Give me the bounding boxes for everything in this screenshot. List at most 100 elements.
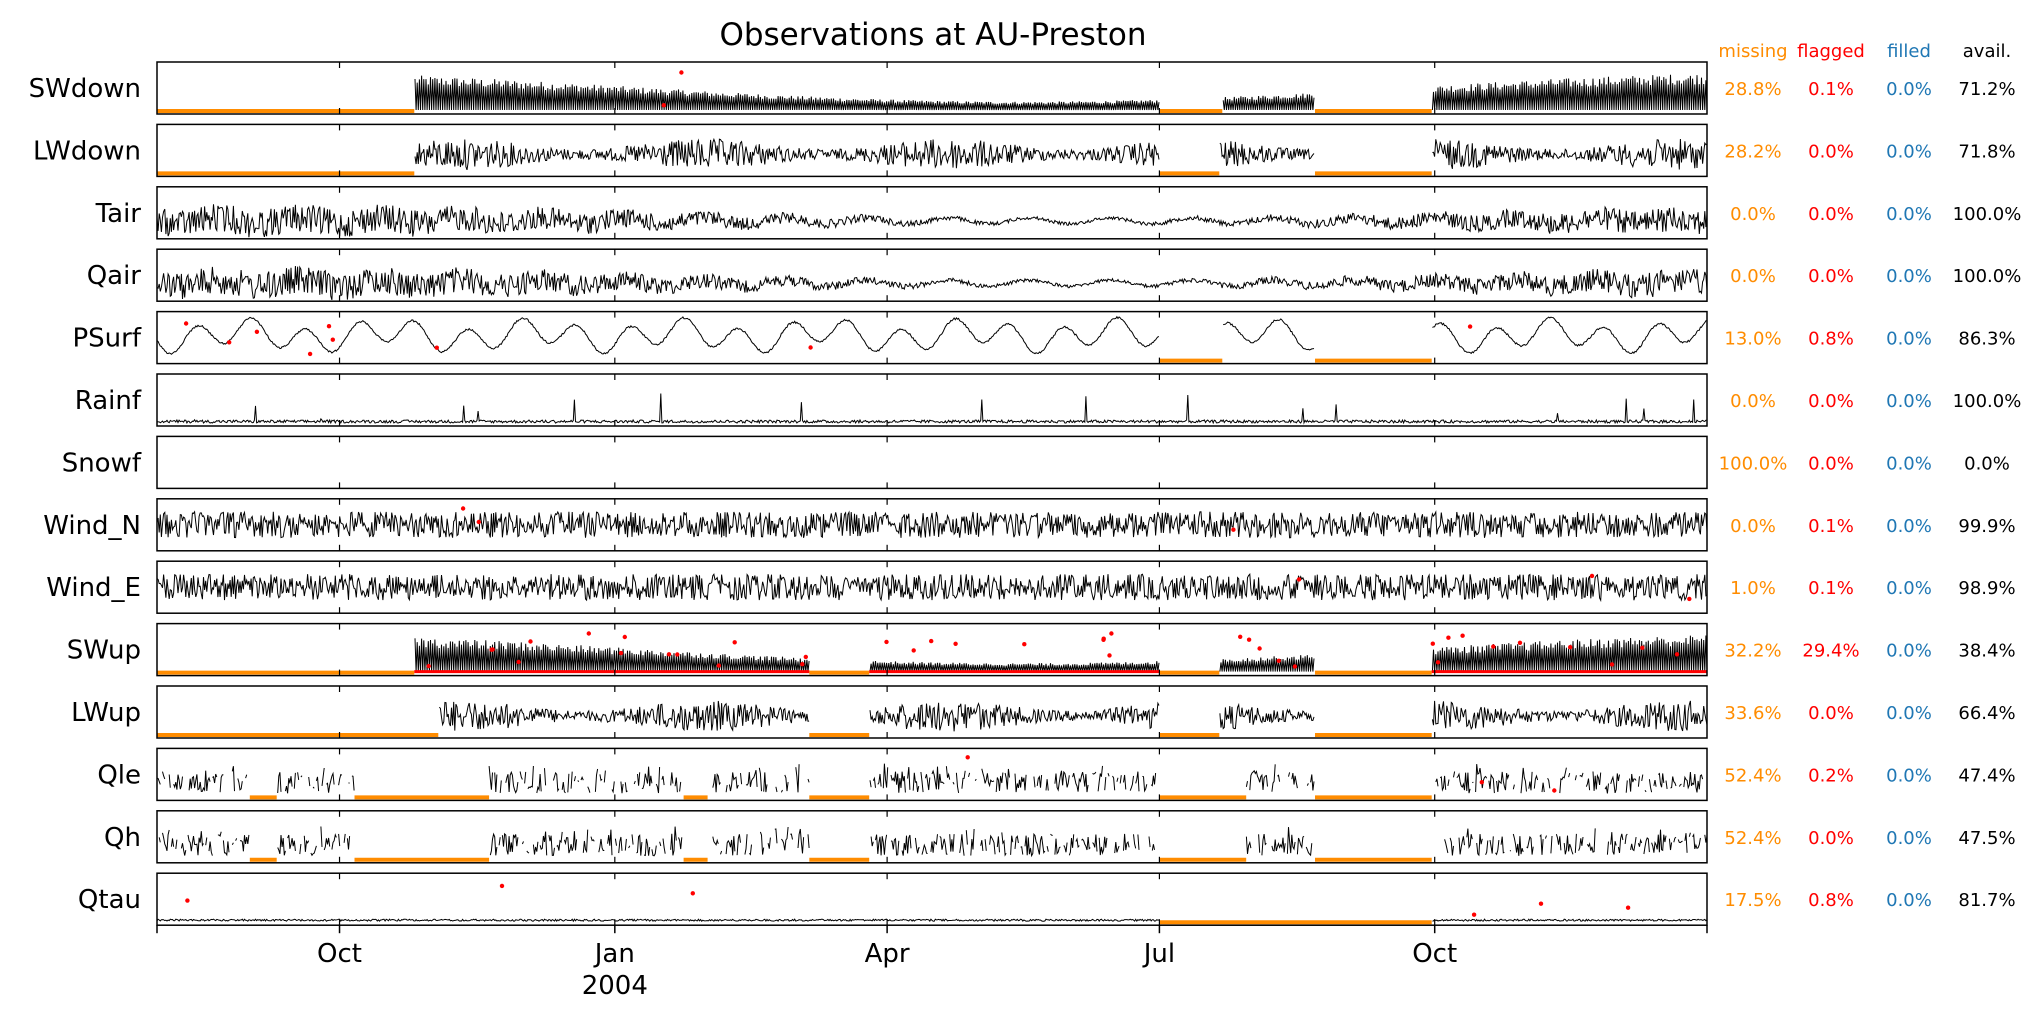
series-label-swup: SWup (67, 636, 141, 666)
stat-avail-swdown: 71.2% (1958, 79, 2015, 100)
panel-frame-lwup (156, 685, 1708, 739)
stat-avail-wind-e: 98.9% (1958, 578, 2015, 599)
flagged-point-swup (622, 634, 627, 640)
series-label-lwup: LWup (71, 698, 141, 728)
stat-filled-qle: 0.0% (1886, 765, 1932, 786)
flagged-point-swup (716, 663, 721, 668)
stat-filled-psurf: 0.0% (1886, 329, 1932, 350)
stat-flagged-swup: 29.4% (1802, 641, 1859, 662)
series-line-swdown (414, 74, 1708, 111)
stat-missing-tair: 0.0% (1730, 204, 1776, 225)
flagged-point-swup (1568, 645, 1573, 650)
panel-lwup: LWup 33.6% 0.0% 0.0% 66.4% (71, 685, 2016, 739)
series-line-qle (157, 764, 1707, 794)
stat-missing-qtau: 17.5% (1724, 890, 1781, 911)
flagged-point-swup (675, 652, 680, 657)
panel-frame-rainf (156, 373, 1708, 427)
series-line-swup (414, 635, 1708, 672)
stat-flagged-qh: 0.0% (1808, 828, 1854, 849)
flagged-point-wind-e (1296, 577, 1302, 582)
series-line-rainf (156, 393, 1708, 425)
series-label-tair: Tair (95, 199, 142, 229)
flagged-point-swup (1491, 644, 1496, 649)
flagged-point-swup (1640, 645, 1645, 650)
flagged-point-psurf (1467, 324, 1473, 329)
series-label-lwdown: LWdown (33, 136, 141, 166)
flagged-point-psurf (307, 351, 313, 357)
series-label-snowf: Snowf (62, 448, 142, 478)
stat-missing-wind-e: 1.0% (1730, 578, 1776, 599)
stat-missing-swup: 32.2% (1724, 641, 1781, 662)
panel-frame-qh (156, 810, 1708, 864)
series-label-qh: Qh (104, 823, 141, 853)
flagged-point-psurf (434, 345, 439, 350)
panel-frame-qair (156, 248, 1708, 302)
flagged-point-qtau (499, 883, 505, 889)
panel-swup: SWup 32.2% 29.4% 0.0% 38.4% (67, 622, 2016, 677)
panel-wind-n: Wind_N 0.0% 0.1% 0.0% 99.9% (43, 498, 2016, 552)
stat-missing-lwdown: 28.2% (1724, 141, 1781, 162)
panel-frame-snowf (156, 435, 1708, 490)
stat-filled-wind-e: 0.0% (1886, 578, 1932, 599)
header-avail: avail. (1963, 41, 2011, 62)
x-tick-label: Apr (865, 939, 910, 969)
flagged-point-wind-n (1231, 527, 1236, 532)
stat-filled-qh: 0.0% (1886, 828, 1932, 849)
flagged-point-wind-e (1589, 573, 1595, 579)
flagged-point-swup (1446, 635, 1451, 640)
flagged-point-swup (586, 631, 591, 636)
flagged-point-psurf (330, 337, 335, 342)
series-line-wind-e (156, 573, 1708, 603)
flagged-point-qtau (1471, 912, 1477, 917)
stat-missing-swdown: 28.8% (1724, 79, 1781, 100)
stat-missing-qair: 0.0% (1730, 266, 1776, 287)
series-label-psurf: PSurf (72, 324, 141, 354)
panel-frame-psurf (156, 310, 1708, 365)
stat-avail-lwup: 66.4% (1958, 703, 2015, 724)
panel-rainf: Rainf 0.0% 0.0% 0.0% 100.0% (75, 373, 2022, 427)
stat-avail-rainf: 100.0% (1953, 391, 2022, 412)
flagged-point-qtau (185, 898, 190, 903)
flagged-point-wind-n (460, 506, 466, 511)
stat-filled-swdown: 0.0% (1886, 79, 1932, 100)
series-line-tair (156, 204, 1708, 238)
flagged-point-qle (1552, 788, 1557, 793)
flagged-point-psurf (326, 324, 332, 329)
flagged-point-swup (1430, 641, 1436, 646)
stat-flagged-lwdown: 0.0% (1808, 141, 1854, 162)
stat-avail-qtau: 81.7% (1958, 890, 2015, 911)
stat-avail-psurf: 86.3% (1958, 329, 2015, 350)
stat-avail-swup: 38.4% (1958, 641, 2015, 662)
series-label-rainf: Rainf (75, 386, 142, 416)
panels: SWdown 28.8% 0.1% 0.0% 71.2% LWdown 28.2% 0.0% 0… (29, 61, 2022, 926)
flagged-point-swup (426, 663, 431, 669)
flagged-point-qtau (1538, 901, 1544, 906)
flagged-point-swup (1101, 637, 1106, 642)
series-line-lwup (438, 700, 1708, 732)
series-label-qle: Qle (97, 760, 141, 790)
stat-filled-qtau: 0.0% (1886, 890, 1932, 911)
panel-qle: Qle 52.4% 0.2% 0.0% 47.4% (97, 747, 2016, 802)
stat-flagged-swdown: 0.1% (1808, 79, 1854, 100)
flagged-point-swup (1022, 642, 1027, 647)
stat-missing-qh: 52.4% (1724, 828, 1781, 849)
panel-frame-swdown (156, 61, 1708, 115)
stat-flagged-qair: 0.0% (1808, 266, 1854, 287)
panel-frame-wind-e (156, 560, 1708, 614)
flagged-point-swup (884, 639, 889, 645)
flagged-point-swup (1435, 660, 1441, 665)
panel-swdown: SWdown 28.8% 0.1% 0.0% 71.2% (29, 61, 2016, 115)
stat-missing-wind-n: 0.0% (1730, 516, 1776, 537)
flagged-point-swup (1276, 658, 1282, 663)
flagged-point-swup (1460, 633, 1465, 638)
flagged-point-psurf (183, 321, 189, 326)
stat-avail-tair: 100.0% (1953, 204, 2022, 225)
flagged-point-swup (618, 650, 624, 656)
series-label-wind-e: Wind_E (46, 573, 141, 603)
series-line-wind-n (156, 510, 1708, 540)
flagged-point-swup (666, 652, 672, 657)
flagged-point-psurf (227, 340, 232, 345)
flagged-point-swup (1609, 662, 1615, 667)
flagged-point-psurf (254, 329, 260, 334)
